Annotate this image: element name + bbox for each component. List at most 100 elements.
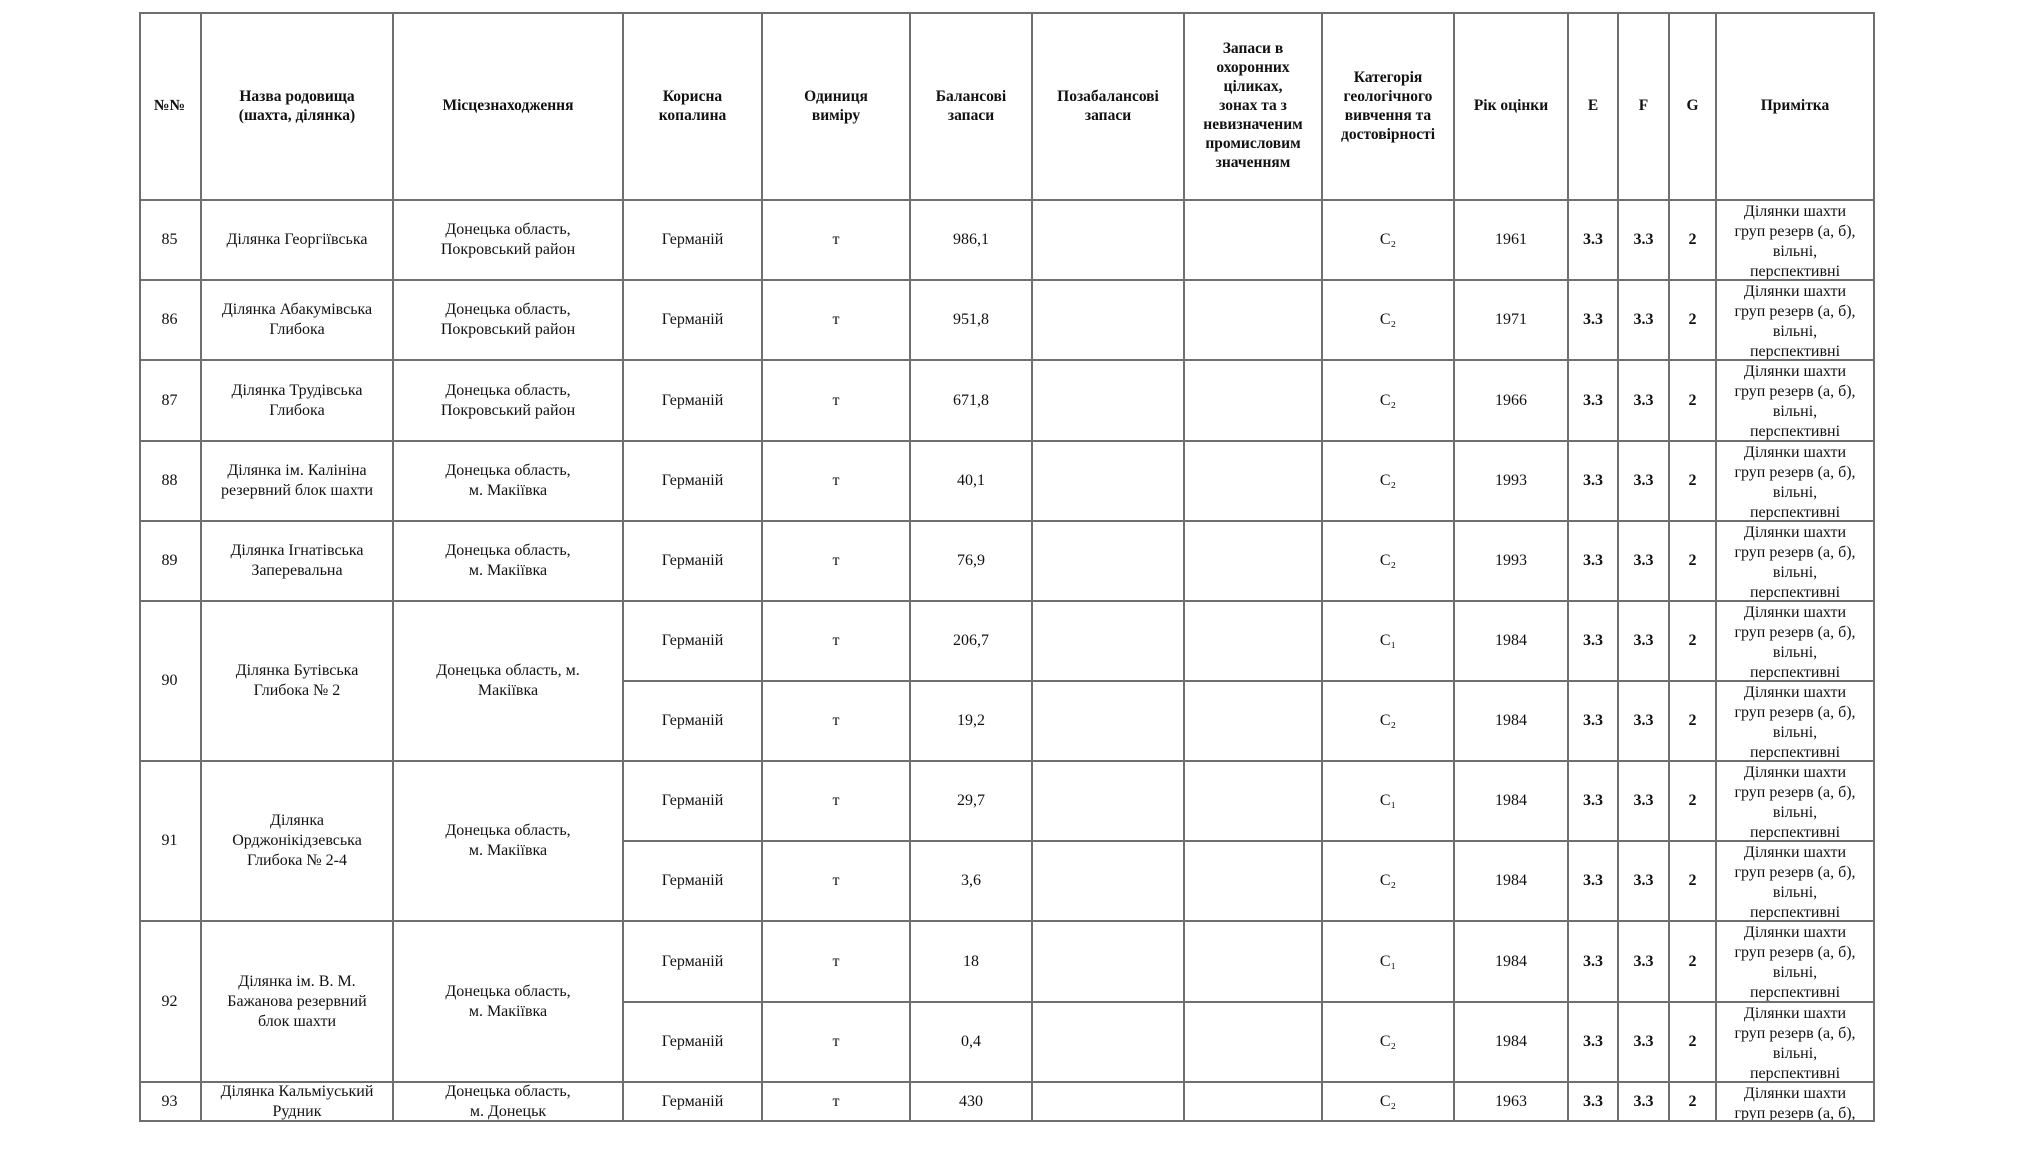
protected-reserves-cell	[1185, 602, 1323, 682]
row-number-cell: 89	[139, 522, 202, 602]
off-balance-reserves-cell	[1033, 281, 1185, 361]
balance-reserves-cell: 19,2	[911, 682, 1033, 762]
balance-reserves-cell: 671,8	[911, 361, 1033, 442]
location-cell: Донецька область, м. Макіївка	[394, 522, 624, 602]
header-e: E	[1569, 12, 1619, 201]
category-cell: C₁	[1323, 602, 1455, 682]
location-cell: Донецька область, м. Макіївка	[394, 602, 624, 762]
row-number-cell: 92	[139, 922, 202, 1083]
e-cell: 3.3	[1569, 922, 1619, 1003]
e-cell: 3.3	[1569, 361, 1619, 442]
balance-reserves-cell: 430	[911, 1083, 1033, 1122]
protected-reserves-cell	[1185, 281, 1323, 361]
unit-cell: т	[763, 201, 911, 281]
category-cell: C₂	[1323, 1083, 1455, 1122]
row-number-cell: 87	[139, 361, 202, 442]
unit-cell: т	[763, 281, 911, 361]
row-number-cell: 85	[139, 201, 202, 281]
g-cell: 2	[1670, 281, 1717, 361]
header-f: F	[1619, 12, 1670, 201]
note-cell: Ділянки шахти груп резерв (а, б), вільні…	[1717, 602, 1875, 682]
unit-cell: т	[763, 682, 911, 762]
note-cell: Ділянки шахти груп резерв (а, б), вільні…	[1717, 281, 1875, 361]
note-cell: Ділянки шахти груп резерв (а, б), вільні…	[1717, 442, 1875, 522]
protected-reserves-cell	[1185, 682, 1323, 762]
header-unit: Одиниця виміру	[763, 12, 911, 201]
header-location: Місцезнаходження	[394, 12, 624, 201]
header-protected-reserves: Запаси в охоронних ціликах, зонах та з н…	[1185, 12, 1323, 201]
header-balance-reserves: Балансові запаси	[911, 12, 1033, 201]
mineral-cell: Германій	[624, 682, 763, 762]
protected-reserves-cell	[1185, 1083, 1323, 1122]
header-category: Категорія геологічного вивчення та досто…	[1323, 12, 1455, 201]
f-cell: 3.3	[1619, 762, 1670, 842]
g-cell: 2	[1670, 1003, 1717, 1083]
off-balance-reserves-cell	[1033, 522, 1185, 602]
mineral-cell: Германій	[624, 1003, 763, 1083]
note-cell: Ділянки шахти груп резерв (а, б), вільні…	[1717, 762, 1875, 842]
e-cell: 3.3	[1569, 1083, 1619, 1122]
mineral-cell: Германій	[624, 201, 763, 281]
unit-cell: т	[763, 361, 911, 442]
year-cell: 1971	[1455, 281, 1569, 361]
category-cell: C₁	[1323, 762, 1455, 842]
protected-reserves-cell	[1185, 361, 1323, 442]
header-mineral: Корисна копалина	[624, 12, 763, 201]
year-cell: 1963	[1455, 1083, 1569, 1122]
year-cell: 1961	[1455, 201, 1569, 281]
balance-reserves-cell: 986,1	[911, 201, 1033, 281]
note-cell: Ділянки шахти груп резерв (а, б), вільні…	[1717, 201, 1875, 281]
mineral-cell: Германій	[624, 842, 763, 922]
unit-cell: т	[763, 1083, 911, 1122]
f-cell: 3.3	[1619, 361, 1670, 442]
off-balance-reserves-cell	[1033, 682, 1185, 762]
g-cell: 2	[1670, 522, 1717, 602]
protected-reserves-cell	[1185, 842, 1323, 922]
deposit-name-cell: Ділянка Ігнатівська Заперевальна	[202, 522, 394, 602]
deposit-name-cell: Ділянка Георгіївська	[202, 201, 394, 281]
note-cell: Ділянки шахти груп резерв (а, б), вільні…	[1717, 1083, 1875, 1122]
category-cell: C₂	[1323, 522, 1455, 602]
category-cell: C₂	[1323, 842, 1455, 922]
location-cell: Донецька область, м. Макіївка	[394, 442, 624, 522]
f-cell: 3.3	[1619, 602, 1670, 682]
protected-reserves-cell	[1185, 522, 1323, 602]
deposit-name-cell: Ділянка Кальміуський Рудник	[202, 1083, 394, 1122]
category-cell: C₂	[1323, 201, 1455, 281]
location-cell: Донецька область, Покровський район	[394, 201, 624, 281]
protected-reserves-cell	[1185, 922, 1323, 1003]
note-cell: Ділянки шахти груп резерв (а, б), вільні…	[1717, 682, 1875, 762]
mineral-cell: Германій	[624, 522, 763, 602]
g-cell: 2	[1670, 762, 1717, 842]
unit-cell: т	[763, 842, 911, 922]
unit-cell: т	[763, 922, 911, 1003]
row-number-cell: 90	[139, 602, 202, 762]
e-cell: 3.3	[1569, 1003, 1619, 1083]
category-cell: C₂	[1323, 281, 1455, 361]
location-cell: Донецька область, м. Макіївка	[394, 922, 624, 1083]
row-number-cell: 93	[139, 1083, 202, 1122]
note-cell: Ділянки шахти груп резерв (а, б), вільні…	[1717, 922, 1875, 1003]
balance-reserves-cell: 951,8	[911, 281, 1033, 361]
category-cell: C₂	[1323, 361, 1455, 442]
e-cell: 3.3	[1569, 522, 1619, 602]
header-note: Примітка	[1717, 12, 1875, 201]
g-cell: 2	[1670, 1083, 1717, 1122]
category-cell: C₂	[1323, 1003, 1455, 1083]
protected-reserves-cell	[1185, 762, 1323, 842]
year-cell: 1984	[1455, 1003, 1569, 1083]
f-cell: 3.3	[1619, 442, 1670, 522]
deposit-name-cell: Ділянка ім. В. М. Бажанова резервний бло…	[202, 922, 394, 1083]
mineral-cell: Германій	[624, 922, 763, 1003]
category-cell: C₂	[1323, 442, 1455, 522]
off-balance-reserves-cell	[1033, 442, 1185, 522]
e-cell: 3.3	[1569, 602, 1619, 682]
g-cell: 2	[1670, 602, 1717, 682]
deposit-name-cell: Ділянка Бутівська Глибока № 2	[202, 602, 394, 762]
mineral-cell: Германій	[624, 602, 763, 682]
f-cell: 3.3	[1619, 842, 1670, 922]
e-cell: 3.3	[1569, 762, 1619, 842]
location-cell: Донецька область, Покровський район	[394, 361, 624, 442]
off-balance-reserves-cell	[1033, 602, 1185, 682]
unit-cell: т	[763, 1003, 911, 1083]
